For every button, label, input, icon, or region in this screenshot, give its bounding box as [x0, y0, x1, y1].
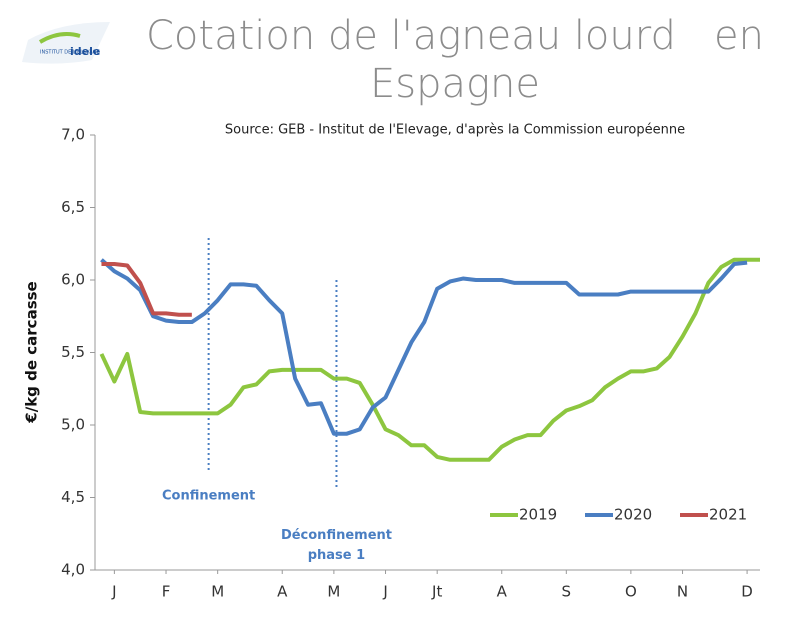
legend-label: 2020: [614, 506, 652, 524]
x-tick-label: S: [562, 583, 572, 601]
annotation: Confinement: [162, 489, 255, 504]
series-line: [100, 258, 748, 436]
logo-text: INSTITUT DE L'ELEVAGE: [40, 50, 100, 56]
y-tick-label: 5,5: [61, 343, 85, 361]
y-tick-label: 6,5: [61, 198, 85, 216]
x-tick-label: J: [382, 583, 387, 601]
subtitle: Source: GEB - Institut de l'Elevage, d'a…: [225, 123, 685, 138]
chart-title: Cotation de l'agneau lourd en Espagne: [146, 13, 777, 107]
logo-swoosh: [38, 32, 81, 44]
legend-label: 2021: [709, 506, 747, 524]
y-tick-label: 6,0: [61, 271, 85, 289]
x-tick-label: D: [741, 583, 753, 601]
x-tick-label: A: [277, 583, 288, 601]
x-tick-label: N: [677, 583, 688, 601]
series-line: [99, 257, 760, 462]
logo-brand: idele: [70, 45, 100, 58]
y-axis-label: €/kg de carcasse: [23, 281, 41, 423]
x-tick-label: F: [162, 583, 171, 601]
y-tick-label: 5,0: [61, 416, 85, 434]
x-tick-label: Jt: [431, 583, 442, 601]
x-tick-label: M: [327, 583, 340, 601]
x-tick-label: J: [111, 583, 116, 601]
legend-label: 2019: [519, 506, 557, 524]
y-tick-label: 7,0: [61, 126, 85, 144]
annotation: Déconfinement phase 1: [281, 528, 392, 563]
x-tick-label: M: [211, 583, 224, 601]
series-line: [101, 262, 192, 317]
logo-shape: [22, 22, 110, 64]
x-tick-label: A: [497, 583, 508, 601]
y-tick-label: 4,5: [61, 488, 85, 506]
y-tick-label: 4,0: [61, 561, 85, 579]
x-tick-label: O: [625, 583, 637, 601]
